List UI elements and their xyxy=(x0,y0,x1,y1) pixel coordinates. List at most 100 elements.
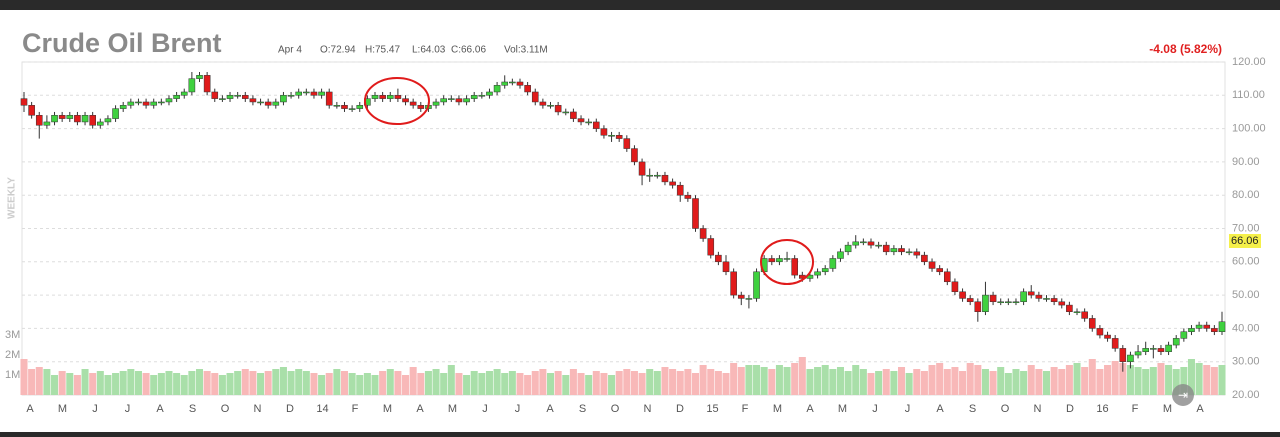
candle-body xyxy=(226,95,234,99)
candle-body xyxy=(341,105,348,109)
volume-bar xyxy=(463,375,471,395)
candle-body xyxy=(257,101,264,104)
volume-bar xyxy=(646,369,654,395)
volume-bar xyxy=(875,371,883,395)
volume-bar xyxy=(760,367,768,395)
volume-bar xyxy=(959,371,967,395)
volume-tick-label: 3M xyxy=(5,329,20,341)
candle-body xyxy=(776,258,783,263)
candle-body xyxy=(982,294,989,313)
volume-bar xyxy=(775,365,783,395)
candle-body xyxy=(1058,301,1066,306)
candle-body xyxy=(470,95,478,99)
scroll-button[interactable] xyxy=(1172,384,1194,406)
x-tick-label: D xyxy=(1066,403,1074,415)
x-tick-label: M xyxy=(1163,403,1172,415)
x-tick-label: A xyxy=(806,403,814,415)
volume-bar xyxy=(1172,369,1180,395)
candle-body xyxy=(241,95,249,99)
candle-body xyxy=(547,105,554,107)
candle-body xyxy=(1119,348,1127,362)
volume-bar xyxy=(920,371,928,395)
volume-bar xyxy=(257,373,265,395)
volume-bar xyxy=(51,375,59,395)
candle-body xyxy=(852,241,860,246)
candle-body xyxy=(615,135,623,139)
candle-body xyxy=(203,75,211,93)
volume-bar xyxy=(554,371,562,395)
candle-body xyxy=(493,85,501,93)
volume-bar xyxy=(508,371,516,395)
candle-body xyxy=(1111,338,1119,349)
candle-body xyxy=(318,91,325,96)
candle-body xyxy=(1150,348,1157,350)
x-tick-label: M xyxy=(383,403,392,415)
candle-body xyxy=(1203,324,1211,329)
volume-bar xyxy=(524,375,532,395)
volume-bar xyxy=(821,365,829,395)
candle-body xyxy=(386,95,394,99)
candle-body xyxy=(1142,348,1149,352)
candle-body xyxy=(1012,301,1020,304)
candle-body xyxy=(1050,298,1058,303)
volume-bar xyxy=(1050,367,1058,395)
volume-bar xyxy=(203,371,211,395)
change: -4.08 (5.82%) xyxy=(1149,42,1222,56)
volume-bar xyxy=(577,373,585,395)
x-tick-label: J xyxy=(872,403,878,415)
candle-body xyxy=(524,85,531,93)
candle-body xyxy=(661,174,669,183)
volume-tick-label: 1M xyxy=(5,369,20,381)
y-tick-label: 60.00 xyxy=(1232,256,1260,268)
candle-body xyxy=(478,95,486,97)
volume-bar xyxy=(1165,365,1173,395)
candle-body xyxy=(1218,321,1226,332)
candle-body xyxy=(577,118,585,123)
volume-bar xyxy=(882,369,890,395)
candle-body xyxy=(280,95,287,103)
candle-body xyxy=(875,244,882,247)
volume-bar xyxy=(142,373,150,395)
x-tick-label: A xyxy=(156,403,164,415)
candle-body xyxy=(135,101,142,104)
volume-bar xyxy=(913,369,921,395)
candle-body xyxy=(20,98,28,106)
hdr-volume: Vol:3.11M xyxy=(504,45,548,56)
volume-bar xyxy=(493,369,501,395)
candle-body xyxy=(676,184,684,196)
volume-bar xyxy=(516,373,524,395)
volume-bar xyxy=(730,363,738,395)
candle-body xyxy=(951,281,959,293)
volume-bar xyxy=(394,371,402,395)
volume-bar xyxy=(28,369,36,395)
hdr-high: H:75.47 xyxy=(365,45,400,56)
volume-bar xyxy=(966,363,974,395)
x-tick-label: M xyxy=(448,403,457,415)
volume-bar xyxy=(1142,369,1150,395)
candle-body xyxy=(51,115,58,123)
candle-body xyxy=(173,95,180,99)
volume-bar xyxy=(173,373,181,395)
volume-bar xyxy=(1203,365,1211,395)
volume-bar xyxy=(615,371,623,395)
x-tick-label: D xyxy=(676,403,684,415)
volume-bar xyxy=(1088,359,1096,395)
x-tick-label: J xyxy=(125,403,131,415)
volume-bar xyxy=(1134,367,1142,395)
volume-bar xyxy=(1058,369,1066,395)
candle-body xyxy=(867,241,875,246)
x-tick-label: J xyxy=(482,403,488,415)
candle-body xyxy=(722,261,730,273)
volume-bar xyxy=(188,371,196,395)
volume-bar xyxy=(386,369,394,395)
candle-body xyxy=(585,121,592,124)
candle-body xyxy=(692,198,699,229)
candle-body xyxy=(974,301,982,313)
x-tick-label: A xyxy=(1196,403,1204,415)
volume-bar xyxy=(112,373,120,395)
volume-bar xyxy=(546,373,555,395)
volume-bar xyxy=(73,375,81,395)
candle-body xyxy=(142,101,150,106)
volume-bar xyxy=(1104,365,1112,395)
